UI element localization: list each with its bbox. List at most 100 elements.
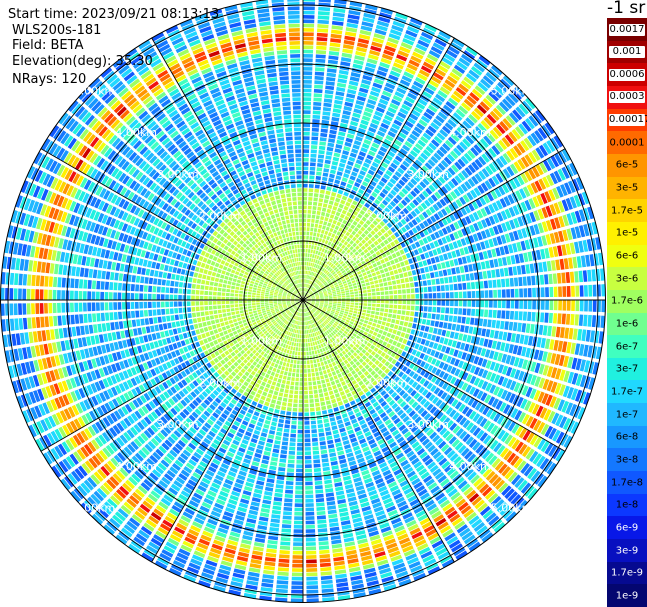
ppi-gate xyxy=(188,528,200,537)
ppi-gate xyxy=(575,300,580,312)
ppi-gate xyxy=(299,334,302,339)
ppi-gate xyxy=(108,302,113,311)
ppi-gate xyxy=(270,371,276,377)
ppi-gate xyxy=(116,351,122,360)
ppi-gate xyxy=(305,317,307,321)
ppi-gate xyxy=(54,445,64,458)
ppi-gate xyxy=(427,532,439,541)
ppi-gate xyxy=(41,372,48,385)
ppi-gate xyxy=(479,417,488,428)
ppi-gate xyxy=(225,395,232,401)
ppi-gate xyxy=(64,340,71,351)
ppi-gate xyxy=(340,319,345,323)
ppi-gate xyxy=(269,522,280,528)
ppi-gate xyxy=(173,366,180,374)
ppi-gate xyxy=(350,328,355,333)
ppi-gate xyxy=(115,242,122,251)
ppi-gate xyxy=(168,329,174,336)
ppi-gate xyxy=(261,287,266,290)
ppi-gate xyxy=(258,375,264,381)
ppi-gate xyxy=(92,313,97,323)
ppi-gate xyxy=(460,325,465,333)
ppi-gate xyxy=(371,446,380,453)
ppi-gate xyxy=(301,304,303,308)
ppi-gate xyxy=(209,281,214,286)
ppi-gate xyxy=(294,329,297,334)
ppi-gate xyxy=(312,314,316,318)
ppi-gate xyxy=(190,439,199,447)
ppi-gate xyxy=(257,524,268,531)
ppi-gate xyxy=(311,309,315,313)
ppi-gate xyxy=(254,333,260,338)
ppi-gate xyxy=(278,291,283,294)
ppi-gate xyxy=(324,427,331,432)
ppi-gate xyxy=(226,360,233,367)
ppi-gate xyxy=(355,485,365,492)
ppi-gate xyxy=(143,241,149,250)
ppi-gate xyxy=(350,400,356,406)
ppi-gate xyxy=(186,289,191,295)
ppi-gate xyxy=(269,375,274,381)
ppi-gate xyxy=(51,250,57,261)
ppi-gate xyxy=(298,347,301,352)
ppi-gate xyxy=(169,534,182,543)
ppi-gate xyxy=(18,288,22,300)
ppi-gate xyxy=(15,195,23,208)
ppi-gate xyxy=(369,377,375,383)
ppi-gate xyxy=(261,328,266,333)
ppi-gate xyxy=(207,466,217,473)
ppi-gate xyxy=(405,360,412,367)
ppi-gate xyxy=(504,391,512,402)
ppi-gate xyxy=(287,292,292,295)
ppi-gate xyxy=(456,390,464,400)
ppi-gate xyxy=(112,473,123,484)
ppi-gate xyxy=(278,320,282,324)
ppi-gate xyxy=(24,229,31,242)
ppi-gate xyxy=(458,462,468,472)
ppi-gate xyxy=(125,224,133,234)
ppi-gate xyxy=(344,402,351,408)
ppi-gate xyxy=(318,541,329,546)
ppi-gate xyxy=(78,362,85,373)
ppi-gate xyxy=(39,303,44,314)
ppi-gate xyxy=(126,338,132,347)
ppi-gate xyxy=(358,461,367,468)
ppi-gate xyxy=(260,350,265,356)
ppi-gate xyxy=(553,339,559,351)
ppi-gate xyxy=(296,460,303,464)
ppi-gate xyxy=(311,302,315,305)
ppi-gate xyxy=(306,307,308,312)
ppi-gate xyxy=(539,407,548,419)
ppi-gate xyxy=(421,454,431,463)
ppi-gate xyxy=(318,428,324,433)
ppi-gate xyxy=(523,465,534,477)
ppi-gate xyxy=(252,355,257,361)
ppi-gate xyxy=(225,300,230,305)
ppi-gate xyxy=(297,303,301,307)
ppi-gate xyxy=(403,321,409,327)
ppi-gate xyxy=(279,545,291,551)
ppi-gate xyxy=(283,291,288,294)
ppi-gate xyxy=(572,328,578,340)
ppi-gate xyxy=(385,453,394,461)
ppi-gate xyxy=(245,260,251,265)
ppi-gate xyxy=(416,375,423,383)
ppi-gate xyxy=(319,304,324,307)
ppi-gate xyxy=(352,352,358,357)
ppi-gate xyxy=(247,306,252,309)
ppi-gate xyxy=(147,243,153,251)
ppi-gate xyxy=(316,506,326,511)
ppi-gate xyxy=(165,280,171,286)
ppi-gate xyxy=(243,274,248,279)
ppi-gate xyxy=(240,284,245,288)
ppi-gate xyxy=(277,378,282,383)
ppi-gate xyxy=(407,322,413,328)
ppi-gate xyxy=(341,471,350,477)
ppi-gate xyxy=(234,290,239,294)
ppi-gate xyxy=(290,381,295,386)
ppi-gate xyxy=(83,179,92,190)
ppi-gate xyxy=(330,326,335,330)
ppi-gate xyxy=(226,502,237,510)
ppi-gate xyxy=(458,333,464,341)
ppi-gate xyxy=(457,350,463,359)
